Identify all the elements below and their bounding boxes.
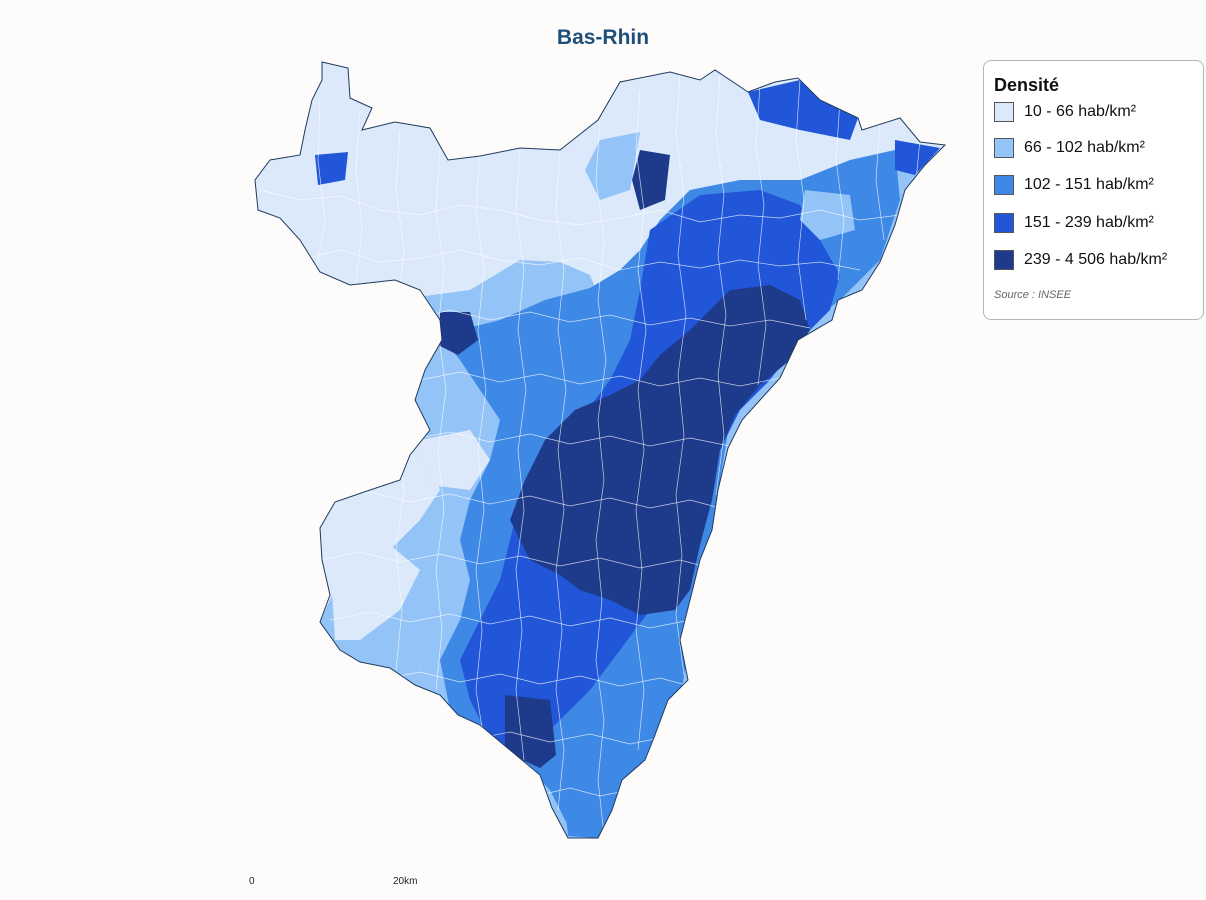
legend-swatch [994,102,1014,122]
scale-label-end: 20km [393,876,418,887]
legend-swatch [994,250,1014,270]
commune-boundaries [259,74,921,836]
dense-commune-west [438,312,478,355]
scale-label-start: 0 [249,876,255,887]
commune-north-light [585,132,640,200]
legend-label: 102 - 151 hab/km² [1024,176,1154,193]
commune-areas [255,62,945,838]
dense-commune-south [505,695,556,768]
commune-southern-tip [565,800,612,838]
legend: Densité 10 - 66 hab/km² 66 - 102 hab/km²… [983,60,1204,320]
commune-northwest [315,152,348,185]
dense-commune-north [748,80,858,140]
commune-east-light [800,190,855,240]
legend-label: 151 - 239 hab/km² [1024,214,1154,231]
legend-item: 239 - 4 506 hab/km² [994,249,1167,271]
density-zone-239-4506 [510,285,810,615]
dense-commune-haguenau [632,150,670,210]
legend-swatch [994,213,1014,233]
legend-label: 10 - 66 hab/km² [1024,103,1137,120]
commune-southwest-light [330,545,420,640]
source-note: Source : INSEE [994,289,1072,301]
legend-swatch [994,175,1014,195]
legend-item: 151 - 239 hab/km² [994,212,1154,234]
commune-west-light [420,430,490,490]
legend-label: 239 - 4 506 hab/km² [1024,251,1168,268]
legend-title: Densité [994,75,1060,95]
legend-item: 10 - 66 hab/km² [994,101,1136,123]
map-title: Bas-Rhin [556,26,650,49]
legend-label: 66 - 102 hab/km² [1024,139,1145,156]
legend-swatch [994,138,1014,158]
legend-item: 66 - 102 hab/km² [994,137,1145,159]
commune-northeast [895,140,940,175]
legend-item: 102 - 151 hab/km² [994,174,1154,196]
